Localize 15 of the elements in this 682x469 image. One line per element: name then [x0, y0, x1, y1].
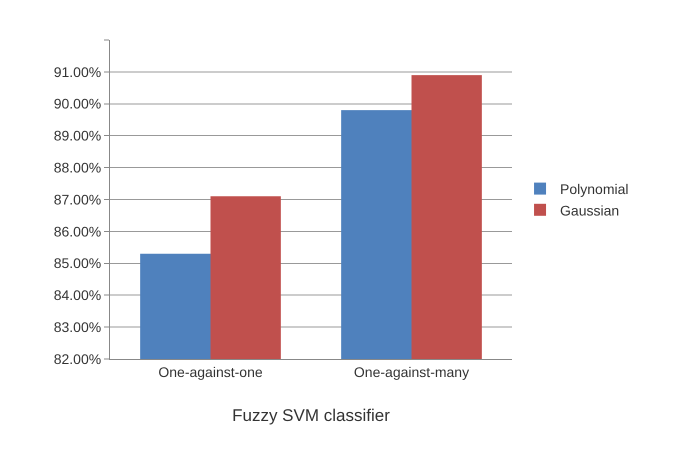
y-tick-label: 86.00%	[54, 223, 102, 240]
legend-label: Gaussian	[560, 202, 620, 218]
y-tick-label: 85.00%	[54, 255, 102, 272]
x-tick-label: One-against-one	[158, 364, 263, 380]
y-tick-label: 89.00%	[54, 128, 102, 144]
y-tick-label: 82.00%	[54, 350, 102, 367]
y-tick-label: 91.00%	[54, 64, 102, 80]
y-tick-label: 84.00%	[54, 287, 102, 304]
x-tick-label: One-against-many	[354, 364, 470, 380]
y-tick-label: 88.00%	[54, 160, 102, 176]
y-tick-label: 83.00%	[54, 319, 102, 335]
y-tick-label: 87.00%	[54, 191, 102, 208]
y-tick-label: 90.00%	[54, 96, 102, 112]
x-axis-title: Fuzzy SVM classifier	[232, 406, 390, 426]
legend-label: Polynomial	[560, 181, 629, 198]
